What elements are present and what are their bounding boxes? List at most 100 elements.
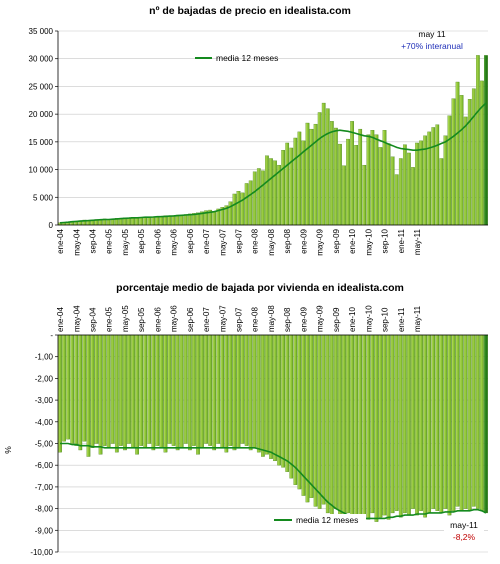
bar [415,142,419,226]
bar [289,334,294,479]
chart-2-legend: media 12 meses [272,514,366,526]
bar [277,334,281,466]
bar [386,143,391,226]
bar [480,80,484,226]
bar [261,334,265,457]
x-tick-label: sep-07 [235,228,244,253]
bar [232,193,237,226]
bar [423,334,427,518]
bar [346,334,350,514]
chart-1: nº de bajadas de precio en idealista.com… [29,5,488,256]
bar [228,334,233,446]
bar [427,334,432,514]
bar [167,334,172,444]
bar [350,121,354,226]
x-tick-label: may-07 [218,228,227,255]
x-tick-label: ene-05 [105,307,114,332]
bar [204,334,208,444]
x-tick-label: may-05 [121,228,130,255]
y-tick-label: 25 000 [29,82,54,91]
bar [66,334,70,440]
bar [334,334,338,509]
bar [402,334,407,514]
bar [82,334,87,442]
chart-2-legend-label: media 12 meses [296,515,358,525]
x-tick-label: may-07 [218,305,227,332]
bar [285,334,290,472]
bar [293,137,298,226]
bar [309,334,314,498]
bar [427,131,432,226]
x-tick-label: ene-04 [56,228,65,253]
bar [313,334,318,507]
bar [435,124,440,226]
x-tick-label: may-10 [364,228,373,255]
bar [366,334,371,520]
bar [155,334,160,446]
bar [407,152,411,226]
bar [171,334,176,446]
bar [139,334,144,446]
x-tick-label: may-06 [170,228,179,255]
chart-2-annotation-date: may-11 [450,520,478,530]
bar [459,95,464,226]
bar [175,334,180,451]
x-tick-label: ene-07 [202,228,211,253]
bar [74,334,79,446]
bar [431,334,436,509]
bar [390,334,395,514]
x-tick-label: may-11 [413,228,422,255]
chart-1-annotation-change: +70% interanual [401,41,463,51]
bar [131,334,135,448]
bar [321,334,326,505]
bar [110,334,115,444]
bar [435,334,440,511]
chart-1-legend: media 12 meses [195,53,278,63]
chart-1-legend-label: media 12 meses [216,53,278,63]
bar [236,191,241,226]
x-tick-label: may-04 [72,305,81,332]
bar [467,99,472,226]
x-tick-label: sep-05 [137,228,146,253]
bar [402,144,407,226]
bar [471,334,476,507]
x-tick-label: sep-09 [332,307,341,332]
x-tick-label: may-10 [364,305,373,332]
bar [398,158,403,226]
x-tick-label: ene-10 [348,307,357,332]
x-tick-label: sep-10 [381,229,390,254]
bar [248,334,253,451]
x-tick-label: sep-05 [137,307,146,332]
bar [313,123,318,226]
bar [159,215,164,226]
bar [439,158,444,226]
x-tick-label: sep-08 [283,307,292,332]
bar [463,116,468,226]
bar [419,334,423,511]
x-tick-label: sep-06 [186,228,195,253]
y-tick-label: -6,00 [35,461,54,470]
bar [135,217,139,226]
bar [378,334,383,518]
bar [342,334,346,520]
bar [411,167,415,226]
bar [135,334,139,455]
bar [411,334,415,509]
y-tick-label: -1,00 [35,353,54,362]
bar-latest [484,55,488,226]
bar [447,334,452,516]
bar [431,127,436,226]
bar [151,216,156,226]
bar [394,174,399,226]
bar [232,334,237,451]
bar [342,165,346,226]
bar [407,334,411,516]
bar [147,334,152,444]
bar [94,334,99,444]
bar [362,334,367,518]
bar [451,98,456,226]
x-tick-label: sep-07 [235,307,244,332]
chart-2-ma12-line [60,442,487,520]
y-tick-label: 35 000 [29,27,54,36]
bar [415,334,419,516]
